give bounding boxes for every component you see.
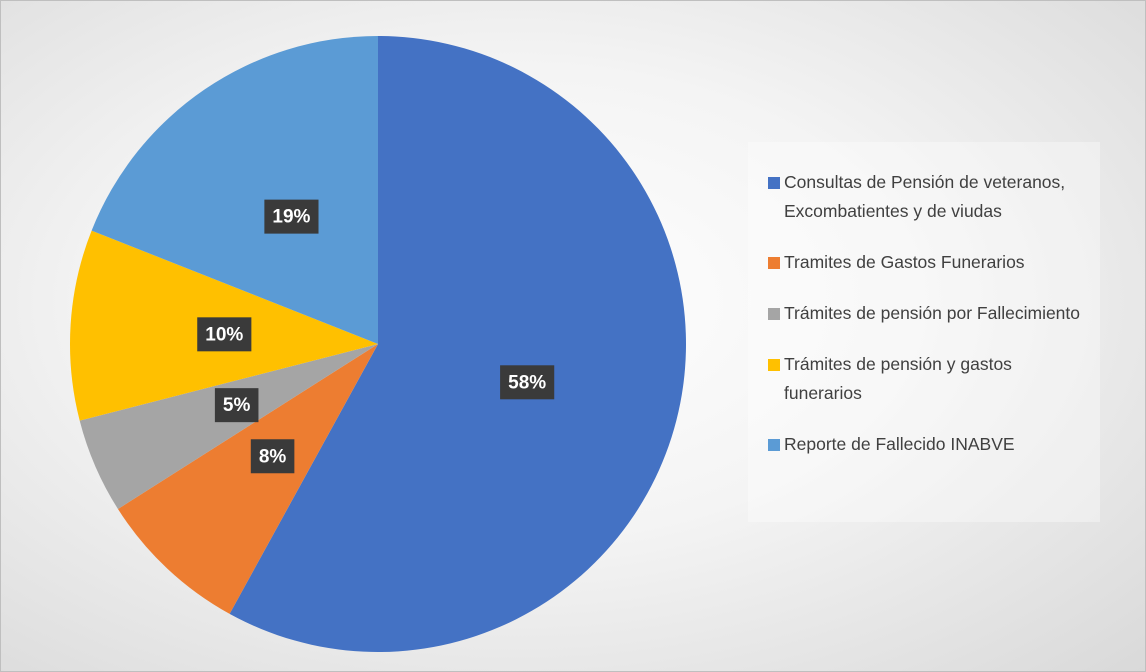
legend-swatch [768, 359, 780, 371]
legend-swatch [768, 308, 780, 320]
data-label-box [500, 365, 555, 400]
legend-swatch [768, 257, 780, 269]
legend-entry: Trámites de pensión y gastos funerarios [768, 350, 1090, 408]
pie-slice [117, 344, 379, 614]
legend-swatch [768, 439, 780, 451]
data-label-text: 8% [259, 446, 287, 467]
legend-entry: Reporte de Fallecido INABVE [768, 430, 1090, 459]
legend-label: Reporte de Fallecido INABVE [784, 434, 1015, 454]
legend-label: Trámites de pensión y gastos funerarios [784, 354, 1012, 403]
data-label: 19% [264, 199, 319, 234]
data-label-text: 19% [272, 207, 310, 228]
data-label: 5% [214, 388, 259, 423]
data-label-box [214, 388, 259, 423]
pie-slice [229, 36, 686, 653]
data-label-text: 10% [205, 324, 243, 345]
legend-label: Trámites de pensión por Fallecimiento [784, 303, 1081, 323]
data-label-box [250, 439, 295, 474]
pie-slice [91, 36, 378, 344]
data-label: 58% [500, 365, 555, 400]
legend-swatch [768, 177, 780, 189]
data-label-text: 5% [223, 395, 251, 416]
data-label-text: 58% [508, 372, 546, 393]
data-label-box [264, 199, 319, 234]
legend: Consultas de Pensión de veteranos, Excom… [748, 142, 1100, 522]
legend-label: Consultas de Pensión de veteranos, Excom… [784, 172, 1066, 221]
data-label: 8% [250, 439, 295, 474]
legend-entry: Consultas de Pensión de veteranos, Excom… [768, 168, 1090, 226]
legend-label: Tramites de Gastos Funerarios [784, 252, 1025, 272]
pie-slice [79, 344, 378, 510]
data-label: 10% [197, 317, 252, 352]
legend-entry: Trámites de pensión por Fallecimiento [768, 299, 1090, 328]
legend-entry: Tramites de Gastos Funerarios [768, 248, 1090, 277]
data-label-box [197, 317, 252, 352]
